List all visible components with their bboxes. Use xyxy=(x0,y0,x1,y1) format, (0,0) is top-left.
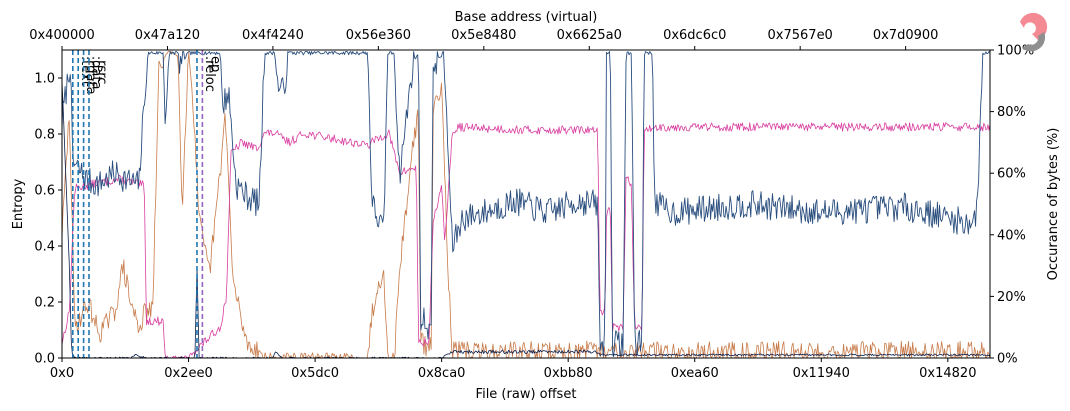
x-tick-label: 0x11940 xyxy=(793,366,850,381)
section-label: .rdata xyxy=(83,56,98,95)
y2-tick-label: 80% xyxy=(997,105,1026,120)
y-tick-label: 0.4 xyxy=(34,240,55,255)
logo-swirl-pink xyxy=(1020,12,1048,40)
series-zeros xyxy=(62,81,990,358)
top-tick-label: 0x400000 xyxy=(29,28,95,43)
section-label: ep xyxy=(207,56,222,72)
y-tick-label: 0.6 xyxy=(34,184,55,199)
y-tick-label: 0.2 xyxy=(34,296,55,311)
y2-axis-label: Occurance of bytes (%) xyxy=(1046,128,1061,281)
x-tick-label: 0x5dc0 xyxy=(291,366,339,381)
x-tick-label: 0x0 xyxy=(50,366,74,381)
section-label: .data xyxy=(89,56,104,89)
y-axis-label: Entropy xyxy=(11,178,26,229)
x-tick-label: 0xea60 xyxy=(671,366,719,381)
series-printable xyxy=(62,122,990,358)
series-entropy xyxy=(62,51,990,358)
section-label: .rsrc xyxy=(94,56,109,84)
axes: 0x0 0x2ee0 0x5dc0 0x8ca0 0xbb80 0xea60 0x11940… xyxy=(29,28,1034,381)
series-layer xyxy=(62,51,990,358)
top-tick-label: 0x5e8480 xyxy=(451,28,516,43)
top-tick-label: 0x7567e0 xyxy=(768,28,833,43)
y2-tick-label: 20% xyxy=(997,290,1026,305)
x-axis-label: File (raw) offset xyxy=(476,387,577,402)
top-axis-label: Base address (virtual) xyxy=(455,10,598,25)
logo xyxy=(1020,12,1048,52)
y-tick-label: 0.0 xyxy=(34,352,55,367)
series-high xyxy=(62,51,990,358)
y-tick-label: 0.8 xyxy=(34,128,55,143)
x-tick-label: 0x14820 xyxy=(919,366,976,381)
logo-swirl-gray xyxy=(1022,32,1046,52)
y2-tick-label: 60% xyxy=(997,167,1026,182)
section-label: .reloc xyxy=(202,56,217,92)
x-tick-label: 0x2ee0 xyxy=(164,366,213,381)
top-tick-label: 0x4f4240 xyxy=(242,28,304,43)
plot-frame xyxy=(61,49,991,359)
top-tick-label: 0x47a120 xyxy=(135,28,200,43)
y2-tick-label: 0% xyxy=(997,352,1018,367)
top-tick-label: 0x6625a0 xyxy=(557,28,622,43)
top-tick-label: 0x6dc6c0 xyxy=(663,28,726,43)
y-tick-label: 1.0 xyxy=(34,72,55,87)
x-tick-label: 0x8ca0 xyxy=(418,366,466,381)
y2-tick-label: 40% xyxy=(997,228,1026,243)
x-tick-label: 0xbb80 xyxy=(544,366,593,381)
top-tick-label: 0x56e360 xyxy=(346,28,411,43)
top-tick-label: 0x7d0900 xyxy=(873,28,939,43)
